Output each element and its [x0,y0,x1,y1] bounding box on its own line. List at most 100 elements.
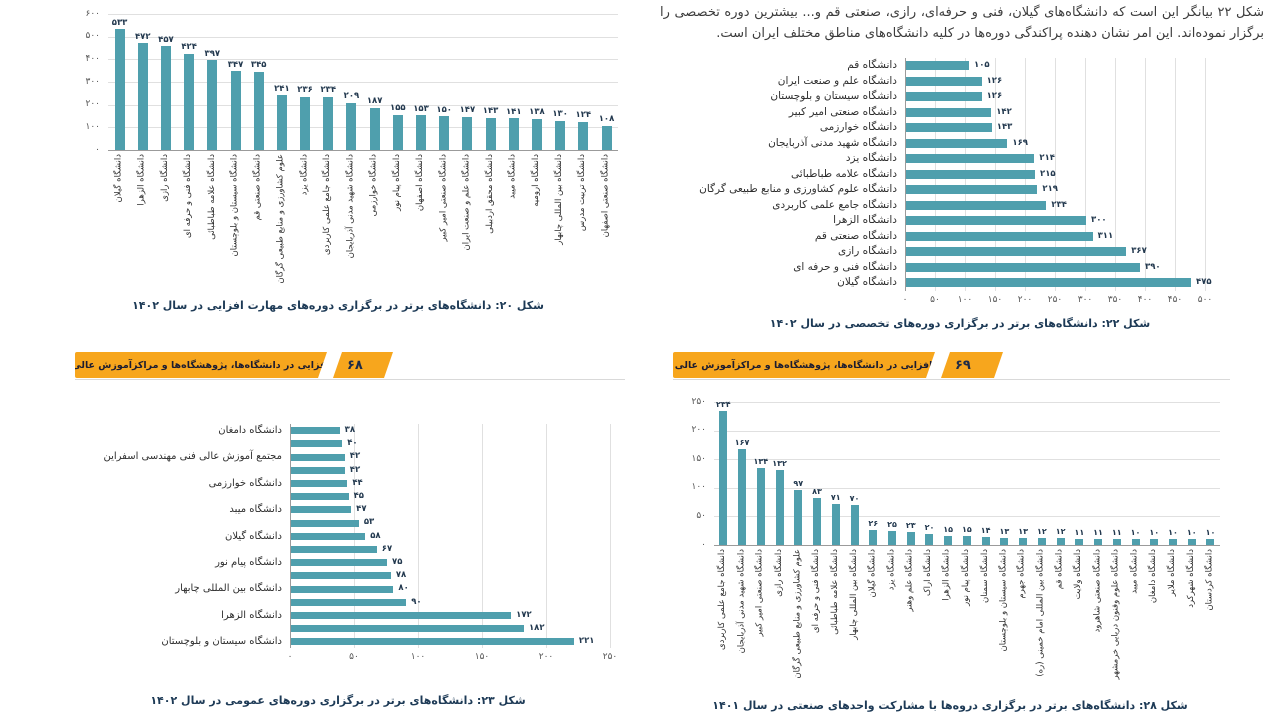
category-cell: دانشگاه کردستان [1201,546,1220,684]
bar-value-label: ۴۷۵ [1196,277,1212,287]
bar [439,116,450,150]
category-label [148,490,282,503]
bar-value-label: ۱۶۹ [1012,137,1028,148]
bar [114,29,125,150]
bar-value-label: ۱۳ [999,526,1010,536]
gridline [108,36,618,38]
y-axis-tick-label: ۲۰۰ [85,99,100,110]
bar-value-label: ۹۰ [411,596,422,607]
category-label: دانشگاه صنعتی امیر کبیر [754,549,765,637]
x-axis-tick-label: ۵۰۰ [1197,294,1213,305]
bar-group: ۱۵۰ [433,14,456,150]
x-axis-tick-label: ۱۵۰ [474,652,490,663]
bar [253,71,264,150]
bar-value-label: ۳۰۰ [1091,215,1107,225]
bar-value-label: ۱۴۳ [482,106,499,117]
bar-value-label: ۲۲۱ [578,636,595,647]
bar-group: ۴۲۴ [178,14,201,150]
bar-value-label: ۱۰۵ [974,60,990,70]
bar [1112,538,1121,545]
bar-group: ۲۴۱ [270,14,293,150]
bar [962,536,971,545]
bar-group: ۲۰۹ [340,14,363,150]
banner-page-number: ۶۸ [333,352,393,378]
y-axis-tick-label: ۵۰۰ [85,31,100,42]
bar [291,559,387,567]
category-cell: دانشگاه جهرم [1014,546,1033,684]
bar [756,468,765,545]
gridline [714,516,1220,518]
bar-group: ۱۵۳ [409,14,432,150]
bar [719,411,728,545]
category-label: دانشگاه شهید مدنی آذربایجان [768,136,897,149]
bar [869,530,878,545]
bar-group: ۱۲۴ [572,14,595,150]
category-cell: دانشگاه گیلان [864,546,883,684]
bar [906,278,1191,288]
category-label: دانشگاه تربیت مدرس [577,154,588,232]
bar-value-label: ۱۶۷ [734,438,750,448]
category-label: دانشگاه پیام نور [960,549,971,606]
category-label: دانشگاه جامع علمی کاربردی [322,154,333,255]
bar-group: ۱۳۸ [525,14,548,150]
category-label: دانشگاه بین المللی چابهار [175,583,282,595]
bar [392,114,403,150]
category-cell: دانشگاه سیستان و بلوچستان [224,151,247,291]
gridline [108,127,618,129]
page-banner-left: مهارت‌افزایی در دانشگاه‌ها، پژوهشگاه‌ها … [75,352,393,378]
bar-value-label: ۲۳۴ [716,400,731,410]
bar [906,107,992,117]
bar-value-label: ۸۰ [398,583,409,594]
bar-value-label: ۷۵ [392,557,403,567]
category-cell: علوم کشاورزی و منابع طبیعی گرگان [270,151,293,291]
category-label: دانشگاه اراک [923,549,934,596]
bar [291,479,348,487]
bar-value-label: ۵۸ [370,530,381,541]
category-cell: دانشگاه قم [1051,546,1070,684]
gridline [1115,58,1116,291]
bar [906,531,915,545]
x-axis-tick-label: ۳۵۰ [1107,294,1123,305]
bar [831,504,840,545]
bar-value-label: ۹۷ [793,478,804,488]
category-label: دانشگاه علامه طباطبائی [791,167,897,180]
bar [906,138,1008,148]
bar [906,169,1035,179]
category-label: دانشگاه صنعتی اصفهان [600,154,611,238]
bar-value-label: ۳۱۱ [1097,230,1114,241]
bar-group: ۱۵ [939,402,958,545]
bar-value-label: ۱۲۶ [986,91,1003,101]
bar-value-label: ۷۰ [849,493,860,503]
bar [813,497,822,545]
gridline [1085,58,1086,291]
category-label: دانشگاه میبد [507,154,518,199]
category-label: دانشگاه الزهرا [942,549,953,601]
bar-group: ۲۶ [864,402,883,545]
bar [1037,538,1046,545]
bar [906,92,982,102]
banner-title: مهارت‌افزایی در دانشگاه‌ها، پژوهشگاه‌ها … [673,352,935,378]
category-label: دانشگاه دامغان [218,425,282,436]
category-cell: دانشگاه جامع علمی کاربردی [317,151,340,291]
bar-value-label: ۸۳ [812,486,822,496]
category-cell: دانشگاه ولایت [1070,546,1089,684]
category-label: مجتمع آموزش عالی فنی مهندسی اسفراین [103,451,282,463]
bar [184,53,195,150]
category-label: دانشگاه فنی و حرفه ای [183,154,194,239]
bar-group: ۲۳ [901,402,920,545]
bar-value-label: ۴۲۴ [181,42,197,53]
bar [346,102,357,150]
bar [531,118,542,150]
category-label: دانشگاه فنی و حرفه ای [793,260,897,273]
bar-group: ۲۵ [883,402,902,545]
bar [906,61,969,71]
y-axis-tick-label: ۶۰۰ [85,8,100,19]
bar [738,449,747,545]
gridline [1145,58,1146,291]
bar [291,598,407,606]
category-label [148,464,282,477]
category-label: دانشگاه رازی [838,245,897,257]
banner-title: مهارت‌افزایی در دانشگاه‌ها، پژوهشگاه‌ها … [75,352,327,378]
bar-value-label: ۱۳۸ [529,107,545,118]
